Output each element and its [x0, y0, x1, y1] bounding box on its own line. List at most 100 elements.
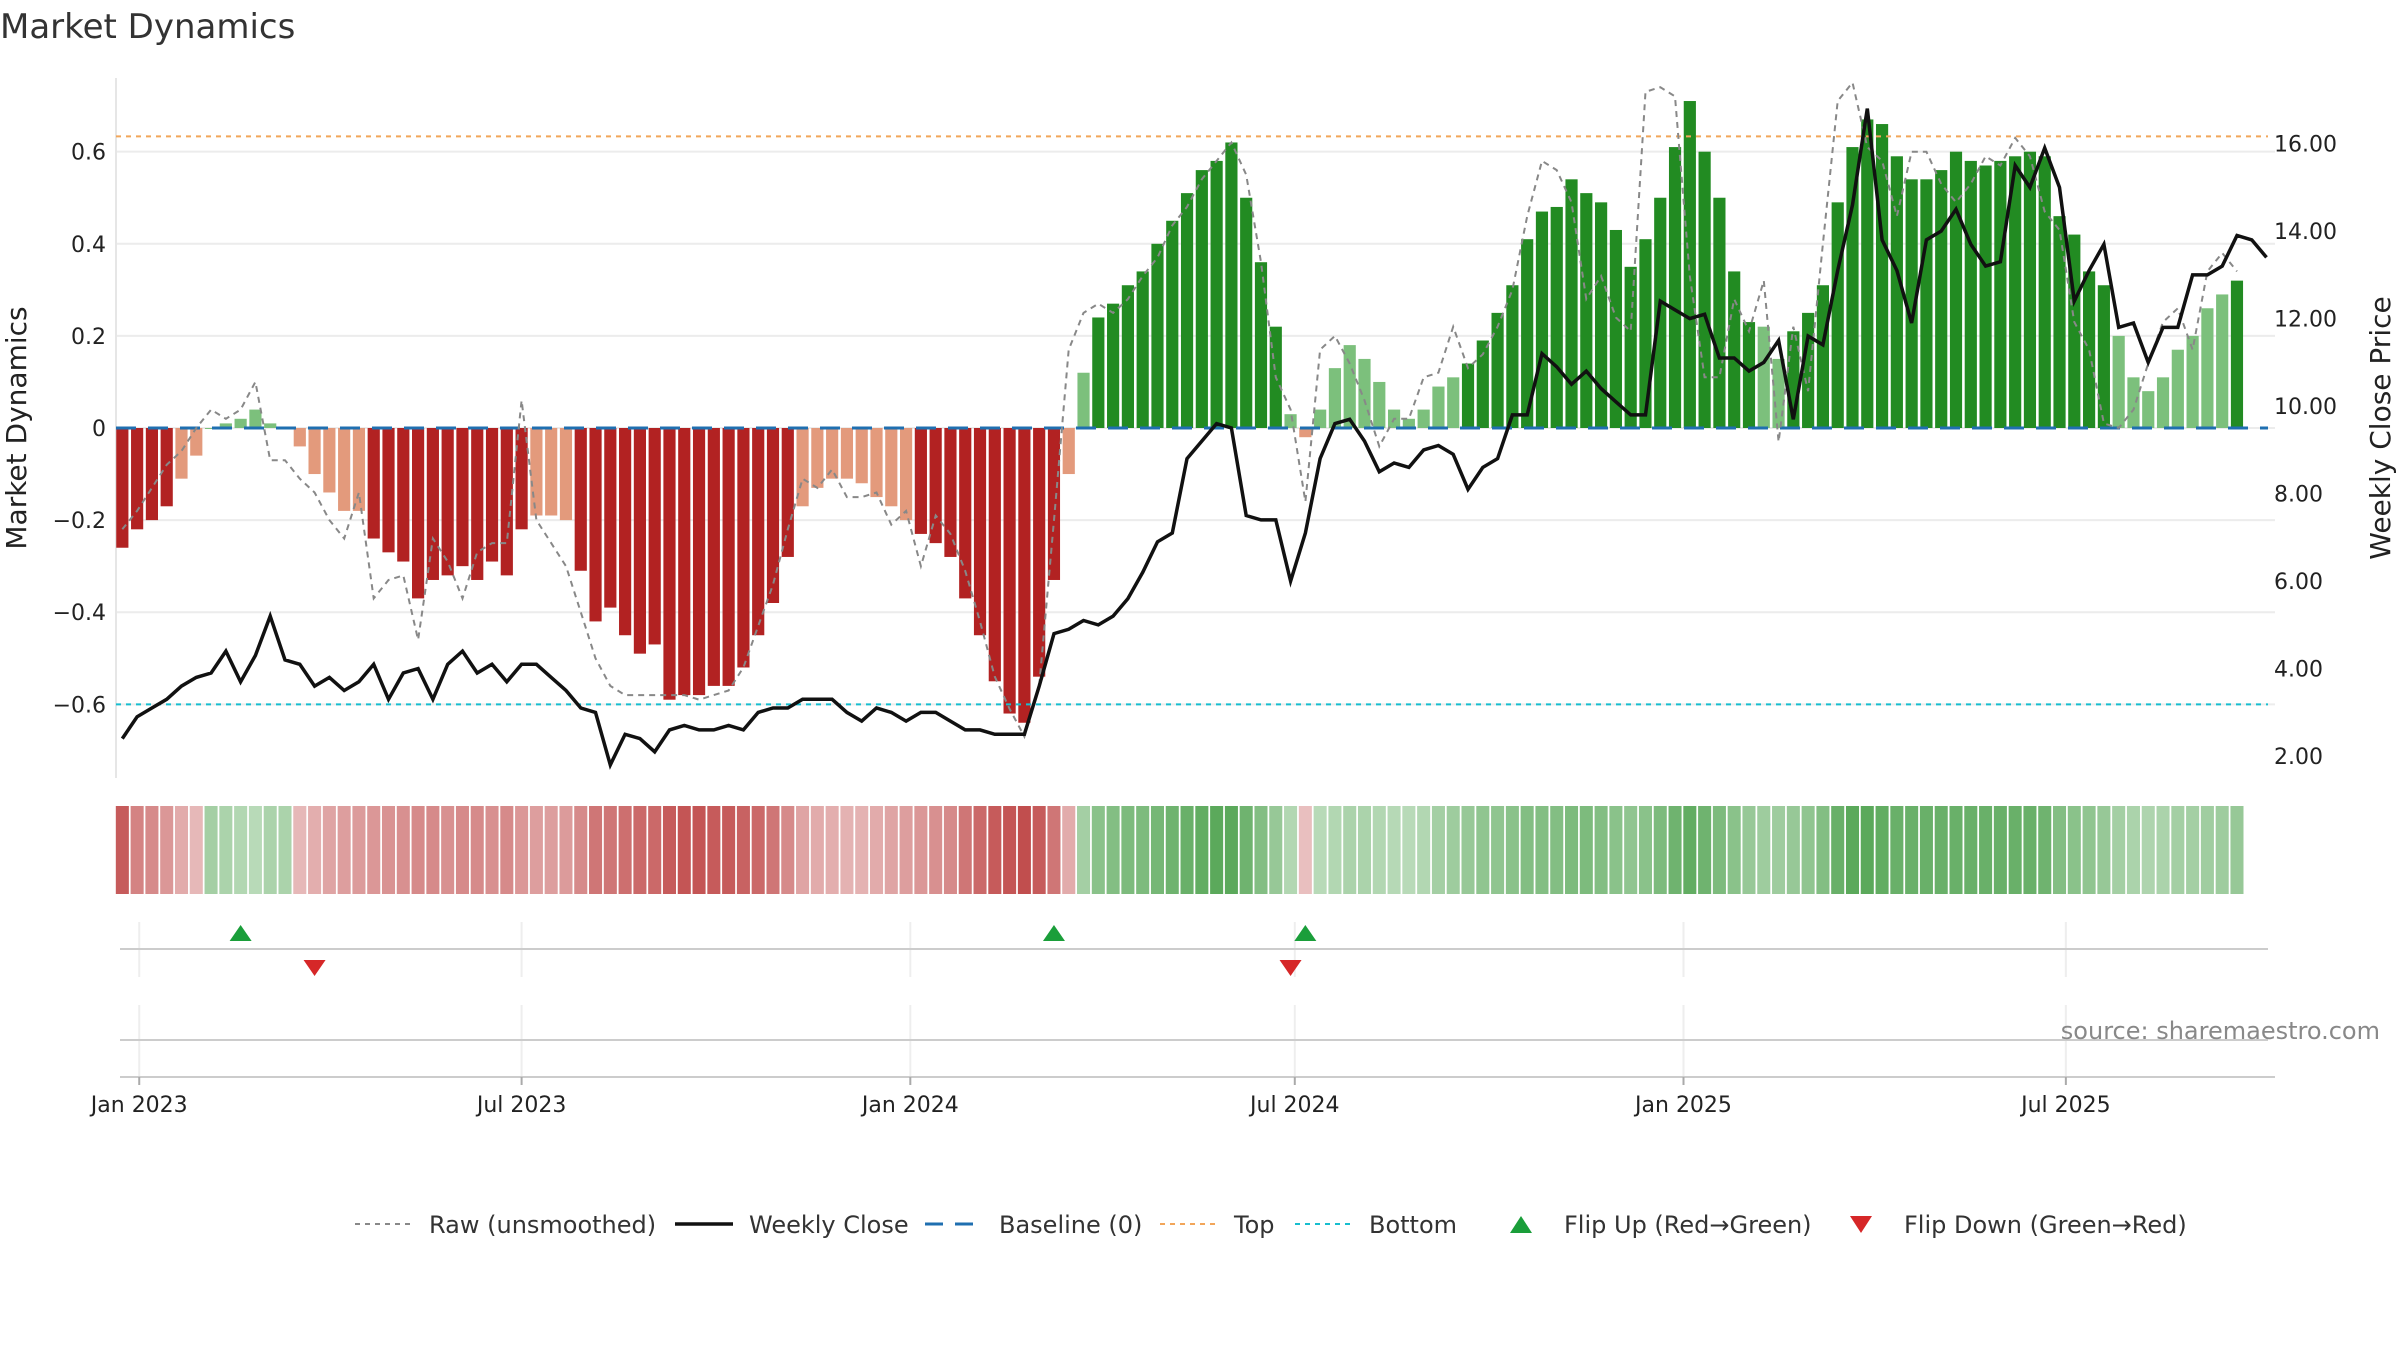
heat-cell [381, 806, 396, 894]
left-tick-label: −0.4 [53, 601, 106, 626]
dynamics-bar [1905, 179, 1918, 428]
dynamics-bar [707, 428, 720, 686]
heat-cell [1816, 806, 1830, 894]
dynamics-bar [648, 428, 661, 645]
dynamics-bar [1698, 151, 1711, 428]
left-tick-label: −0.2 [53, 509, 106, 534]
heat-cell [515, 806, 529, 894]
dynamics-bar [2230, 280, 2244, 428]
x-tick-label: Jul 2024 [1248, 1093, 1340, 1118]
heat-cell [455, 806, 469, 894]
heat-cell [1121, 806, 1135, 894]
dynamics-bar [914, 428, 927, 534]
right-tick-label: 14.00 [2274, 220, 2337, 245]
dynamics-bar [619, 428, 632, 636]
dynamics-bar [1225, 142, 1238, 428]
legend-raw-label: Raw (unsmoothed) [429, 1211, 656, 1239]
dynamics-bar [840, 428, 854, 479]
dynamics-bar [1713, 197, 1726, 428]
dynamics-bar [633, 428, 646, 654]
heat-cell [692, 806, 706, 894]
dynamics-bar [663, 428, 676, 700]
heat-cell [115, 806, 129, 894]
heat-cell [1624, 806, 1638, 894]
flip-markers-panel [120, 922, 2268, 977]
dynamics-bar [1299, 428, 1312, 438]
heat-cell [781, 806, 795, 894]
dynamics-bar [2097, 285, 2110, 428]
dynamics-bar [1166, 220, 1179, 428]
left-axis-ticks: 0.6 0.4 0.2 0 −0.2 −0.4 −0.6 [53, 141, 106, 719]
dynamics-bar [116, 428, 129, 548]
heat-cell [2008, 806, 2022, 894]
dynamics-bar [1565, 179, 1578, 428]
right-tick-label: 16.00 [2274, 133, 2337, 158]
heat-cell [1195, 806, 1209, 894]
heat-cell [2053, 806, 2067, 894]
heat-cell [1387, 806, 1401, 894]
chart-title: Market Dynamics [0, 7, 295, 47]
dynamics-bar [1447, 377, 1460, 428]
heat-cell [219, 806, 233, 894]
heat-cell [1062, 806, 1076, 894]
right-tick-label: 2.00 [2274, 745, 2323, 770]
dynamics-bar [1136, 271, 1149, 428]
right-tick-label: 4.00 [2274, 658, 2323, 683]
heat-cell [1845, 806, 1860, 894]
heat-cell [2097, 806, 2111, 894]
heat-cell [574, 806, 588, 894]
dynamics-bar [1402, 418, 1415, 428]
heat-cell [1742, 806, 1756, 894]
heat-cell [189, 806, 203, 894]
dynamics-bar [1979, 165, 1992, 428]
dynamics-bar [1062, 428, 1075, 475]
heat-cell [1919, 806, 1933, 894]
dynamics-bar [959, 428, 972, 599]
heat-cell [544, 806, 558, 894]
heat-cell [1772, 806, 1786, 894]
dynamics-bar [1802, 312, 1815, 428]
dynamics-bar [1033, 428, 1046, 677]
heat-cell [278, 806, 292, 894]
legend-close-label: Weekly Close [749, 1211, 909, 1239]
dynamics-bar [530, 428, 543, 516]
dynamics-bar [1816, 285, 1830, 428]
heat-cell [1165, 806, 1179, 894]
dynamics-bar [766, 428, 780, 603]
left-tick-label: −0.6 [53, 693, 106, 718]
heat-cell [1047, 806, 1061, 894]
heat-cell [1979, 806, 1993, 894]
dynamics-bar [1373, 381, 1386, 428]
heat-cell [1476, 806, 1490, 894]
dynamics-bar [160, 428, 173, 507]
legend-top-label: Top [1233, 1211, 1275, 1239]
heat-cell [1668, 806, 1682, 894]
heat-cell [958, 806, 972, 894]
heat-cell [248, 806, 262, 894]
dynamics-bar [692, 428, 706, 696]
heat-cell [559, 806, 573, 894]
heat-cell [603, 806, 617, 894]
heat-cell [1017, 806, 1031, 894]
heat-cell [1298, 806, 1312, 894]
heat-cell [677, 806, 691, 894]
dynamics-bar [1757, 326, 1770, 428]
x-tick-label: Jan 2023 [89, 1093, 188, 1118]
dynamics-bar [1461, 363, 1475, 428]
heat-cell [1003, 806, 1017, 894]
heat-cell [1402, 806, 1416, 894]
dynamics-bar [1240, 197, 1253, 428]
dynamics-bar [1964, 160, 1977, 429]
heat-cell [322, 806, 336, 894]
dynamics-bar [2009, 156, 2022, 428]
left-axis-label: Market Dynamics [0, 306, 33, 549]
dynamics-bar [2038, 156, 2051, 428]
heat-cell [1890, 806, 1904, 894]
dynamics-bar [1432, 386, 1445, 428]
left-tick-label: 0 [92, 417, 106, 442]
bottom-panel: source: sharemaestro.com Jan 2023 Jul 202… [89, 1005, 2380, 1118]
heat-cell [337, 806, 351, 894]
dynamics-bar [1476, 340, 1489, 428]
heat-cell [973, 806, 987, 894]
heat-cell [2067, 806, 2081, 894]
